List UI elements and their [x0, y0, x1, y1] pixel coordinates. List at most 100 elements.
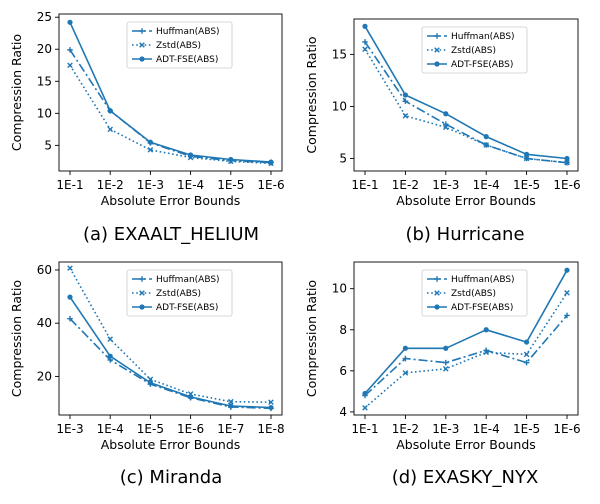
y-tick-label: 4	[339, 405, 347, 419]
x-tick-label: 1E-1	[56, 178, 83, 192]
marker-dot	[268, 159, 274, 165]
marker-dot	[443, 111, 449, 117]
marker-plus	[564, 312, 570, 319]
marker-dot	[67, 294, 73, 300]
series-line	[69, 21, 272, 163]
panel-caption: (c) Miranda	[120, 467, 223, 488]
legend-label: Zstd(ABS)	[451, 46, 496, 56]
legend-label: ADT-FSE(ABS)	[451, 60, 513, 70]
marker-x	[107, 336, 113, 342]
y-tick-label: 10	[332, 99, 347, 113]
marker-dot	[107, 108, 113, 114]
marker-dot	[564, 155, 570, 162]
marker-dot	[147, 139, 153, 145]
series-line	[69, 296, 272, 409]
marker-plus	[67, 47, 73, 53]
series-line	[364, 269, 568, 394]
legend-label: Huffman(ABS)	[156, 27, 220, 37]
marker-x	[483, 349, 489, 356]
marker-plus	[434, 276, 440, 282]
marker-x	[434, 290, 440, 296]
marker-plus	[139, 28, 145, 34]
marker-dot	[139, 56, 145, 62]
legend-label: ADT-FSE(ABS)	[156, 303, 218, 313]
y-tick-label: 15	[332, 47, 347, 61]
y-axis-title: Compression Ratio	[9, 34, 24, 151]
x-tick-label: 1E-5	[513, 178, 540, 192]
legend-label: ADT-FSE(ABS)	[156, 55, 218, 65]
y-axis-title: Compression Ratio	[304, 280, 319, 397]
marker-x	[443, 124, 449, 131]
marker-x	[443, 365, 449, 372]
x-tick-label: 1E-3	[137, 178, 164, 192]
marker-dot	[402, 345, 408, 351]
marker-x	[362, 405, 368, 411]
plot-frame	[353, 18, 579, 172]
x-tick-label: 1E-7	[217, 422, 244, 436]
y-tick-label: 20	[37, 42, 52, 56]
y-tick-label: 25	[37, 10, 52, 24]
series-line	[364, 314, 568, 397]
marker-dot	[434, 61, 440, 67]
marker-plus	[443, 359, 449, 366]
legend-label: Huffman(ABS)	[451, 275, 515, 285]
panel-caption: (a) EXAALT_HELIUM	[83, 224, 259, 245]
series-line	[364, 41, 568, 164]
x-tick-label: 1E-3	[432, 422, 459, 436]
x-tick-label: 1E-8	[257, 422, 284, 436]
marker-plus	[402, 355, 409, 362]
y-tick-label: 10	[37, 106, 52, 120]
x-tick-label: 1E-5	[217, 178, 244, 192]
marker-plus	[523, 359, 530, 366]
x-tick-label: 1E-3	[432, 178, 459, 192]
marker-dot	[228, 156, 234, 163]
marker-x	[107, 126, 113, 133]
marker-dot	[524, 151, 530, 157]
marker-x	[139, 42, 145, 48]
marker-dot	[524, 339, 530, 345]
legend-box	[421, 26, 528, 74]
legend: Huffman(ABS) Zstd(ABS) ADT-FSE(ABS)	[126, 21, 233, 69]
x-tick-label: 1E-6	[553, 178, 580, 192]
marker-dot	[483, 327, 489, 333]
marker-dot	[107, 353, 113, 359]
marker-dot	[443, 345, 449, 351]
x-tick-label: 1E-2	[97, 178, 124, 192]
x-tick-label: 1E-4	[473, 178, 500, 192]
series-line	[69, 267, 272, 403]
y-tick-label: 40	[37, 316, 52, 330]
chart-panel: 5 10 15 20 25 1E-1 1E-2 1E-3 1E-4 1E-5 1E-6 Absolut…	[9, 10, 285, 245]
panel-caption: (b) Hurricane	[405, 224, 524, 245]
x-tick-label: 1E-3	[56, 422, 83, 436]
legend: Huffman(ABS) Zstd(ABS) ADT-FSE(ABS)	[126, 269, 233, 317]
marker-dot	[188, 152, 194, 158]
y-tick-label: 20	[37, 369, 52, 383]
legend-label: Zstd(ABS)	[156, 289, 201, 299]
x-tick-label: 1E-1	[351, 422, 378, 436]
marker-x	[268, 399, 274, 406]
x-axis-title: Absolute Error Bounds	[396, 437, 536, 452]
marker-plus	[139, 276, 145, 282]
y-axis-title: Compression Ratio	[304, 36, 319, 153]
marker-dot	[564, 267, 570, 273]
legend-box	[126, 21, 233, 69]
x-axis-title: Absolute Error Bounds	[101, 437, 241, 452]
marker-dot	[147, 380, 153, 386]
x-tick-label: 1E-5	[513, 422, 540, 436]
marker-dot	[483, 134, 489, 140]
x-axis-title: Absolute Error Bounds	[396, 193, 536, 208]
chart-panel: 4 6 8 10 1E-1 1E-2 1E-3 1E-4 1E-5 1E-6 Absolute Er…	[304, 261, 581, 488]
marker-plus	[434, 33, 440, 39]
marker-plus	[67, 315, 73, 322]
series-line	[364, 25, 568, 160]
legend-label: Zstd(ABS)	[156, 41, 201, 51]
legend-label: Zstd(ABS)	[451, 289, 496, 299]
marker-plus	[443, 121, 449, 127]
marker-x	[402, 113, 409, 119]
legend: Huffman(ABS) Zstd(ABS) ADT-FSE(ABS)	[421, 26, 528, 74]
y-tick-label: 60	[37, 263, 52, 277]
y-tick-label: 8	[339, 323, 347, 337]
marker-dot	[67, 19, 73, 25]
marker-dot	[228, 403, 234, 409]
